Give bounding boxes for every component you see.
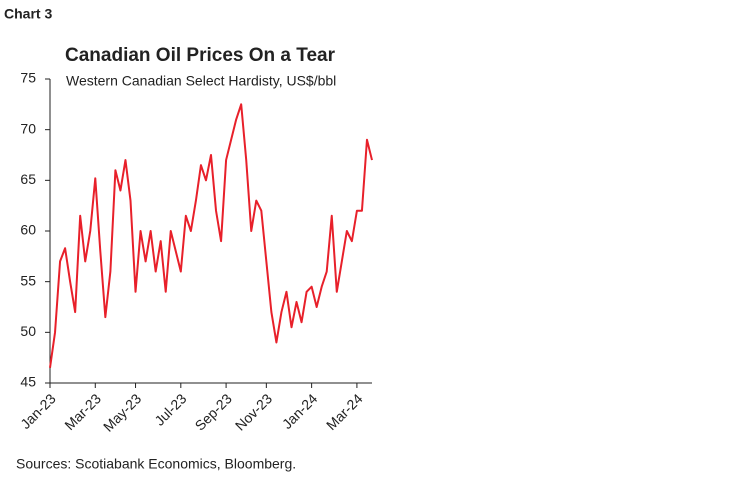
y-tick-label: 70: [20, 120, 36, 136]
y-tick-label: 75: [20, 70, 36, 86]
y-tick-label: 50: [20, 323, 36, 339]
chart-subtitle: Western Canadian Select Hardisty, US$/bb…: [66, 73, 336, 89]
chart-heading: Chart 3: [4, 6, 52, 22]
chart-source: Sources: Scotiabank Economics, Bloomberg…: [16, 456, 296, 472]
y-tick-label: 45: [20, 374, 36, 390]
y-tick-label: 55: [20, 272, 36, 288]
y-tick-label: 60: [20, 222, 36, 238]
x-tick-label: Jan-24: [279, 390, 321, 432]
x-tick-label: Jul-23: [151, 390, 189, 428]
x-tick-label: Mar-24: [323, 390, 366, 433]
x-tick-label: Jan-23: [17, 390, 59, 432]
chart-title: Canadian Oil Prices On a Tear: [65, 45, 336, 66]
price-line: [49, 103, 373, 368]
x-tick-label: Sep-23: [192, 390, 235, 433]
x-tick-label: Nov-23: [232, 390, 275, 433]
y-tick-label: 65: [20, 171, 36, 187]
x-tick-label: May-23: [100, 390, 144, 434]
x-tick-label: Mar-23: [61, 390, 104, 433]
